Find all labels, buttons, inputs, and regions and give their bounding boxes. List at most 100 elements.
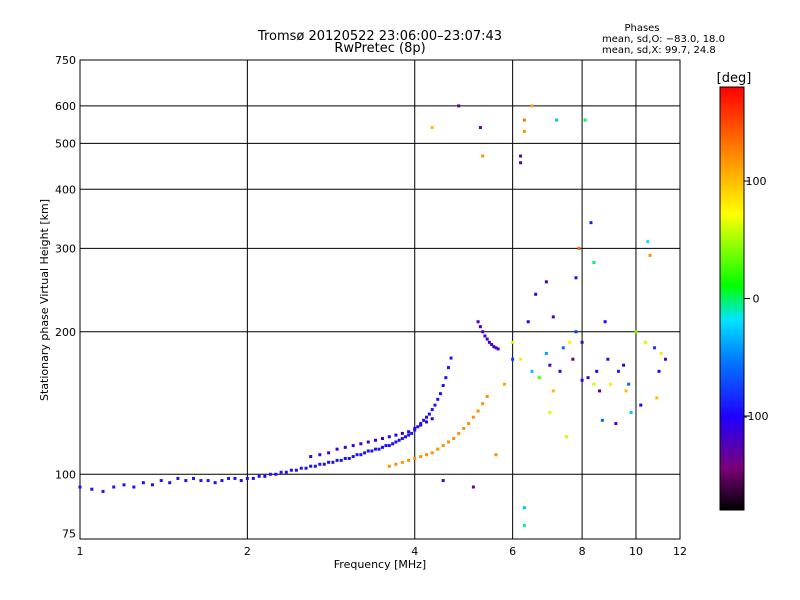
data-point [502, 382, 506, 386]
data-point [394, 440, 398, 444]
data-point [627, 382, 631, 386]
data-point [430, 417, 434, 421]
data-point [422, 418, 426, 422]
data-point [322, 462, 326, 466]
x-tick-label: 12 [673, 545, 687, 558]
data-point [600, 418, 604, 422]
data-point [413, 456, 417, 460]
data-point [327, 460, 331, 464]
data-point [481, 402, 485, 406]
data-point [565, 435, 569, 439]
data-point [427, 412, 431, 416]
data-point [263, 474, 267, 478]
data-point [366, 449, 370, 453]
x-tick-label: 4 [411, 545, 418, 558]
data-point [359, 453, 363, 457]
data-point [279, 470, 283, 474]
data-point [622, 363, 626, 367]
data-point [430, 126, 434, 130]
colorbar-tick-label: -100 [744, 410, 769, 423]
data-point [436, 397, 440, 401]
data-point [380, 437, 384, 441]
data-point [467, 422, 471, 426]
colorbar-tick-label: 100 [746, 175, 767, 188]
data-point [629, 411, 633, 415]
data-point [471, 485, 475, 489]
data-point [407, 433, 411, 437]
data-point [335, 458, 339, 462]
y-tick-label: 300 [55, 242, 76, 255]
data-point [462, 426, 466, 430]
data-point [141, 481, 145, 485]
data-point [289, 468, 293, 472]
data-point [555, 118, 559, 122]
data-point [380, 445, 384, 449]
data-point [457, 431, 461, 435]
chart-subtitle: RwPretec (8p) [334, 41, 425, 56]
data-point [634, 330, 638, 334]
x-tick-label: 8 [579, 545, 586, 558]
data-point [586, 376, 590, 380]
data-point [544, 280, 548, 284]
data-point [583, 118, 587, 122]
data-point [112, 485, 116, 489]
y-axis-ticks: 75 100 200 300 400 500 600 750 [55, 54, 76, 540]
data-point [433, 403, 437, 407]
data-point [176, 476, 180, 480]
data-point [657, 369, 661, 373]
data-point [548, 363, 552, 367]
data-point [471, 415, 475, 419]
data-point [478, 126, 482, 130]
data-point [522, 118, 526, 122]
data-point [335, 447, 339, 451]
data-point [400, 460, 404, 464]
data-point [519, 154, 523, 158]
data-point [373, 438, 377, 442]
data-point [430, 408, 434, 412]
data-point [598, 389, 602, 393]
data-point [483, 334, 487, 338]
data-point [659, 351, 663, 355]
data-point [413, 428, 417, 432]
data-point [571, 357, 575, 361]
data-point [366, 440, 370, 444]
data-point [476, 320, 480, 324]
data-point [589, 221, 593, 225]
x-tick-label: 2 [244, 545, 251, 558]
data-point [199, 479, 203, 483]
x-tick-label: 1 [77, 545, 84, 558]
data-point [441, 479, 445, 483]
data-point [413, 426, 417, 430]
y-axis-label: Stationary phase Virtual Height [km] [38, 199, 51, 401]
data-point [526, 320, 530, 324]
data-point [327, 451, 331, 455]
colorbar-tick-label: 0 [753, 293, 760, 306]
data-point [446, 440, 450, 444]
data-point [476, 409, 480, 413]
phases-title: Phases [624, 23, 659, 34]
data-point [449, 356, 453, 360]
colorbar-label: [deg] [717, 71, 752, 86]
data-point [122, 483, 126, 487]
data-point [309, 455, 313, 459]
plot-frame [79, 59, 681, 540]
data-point [387, 435, 391, 439]
data-point [551, 315, 555, 319]
data-point [343, 456, 347, 460]
data-point [530, 104, 534, 108]
data-point [639, 403, 643, 407]
data-point [648, 253, 652, 257]
data-point [370, 449, 374, 453]
data-point [284, 470, 288, 474]
data-point [397, 438, 401, 442]
data-point [561, 346, 565, 350]
y-tick-label: 200 [55, 326, 76, 339]
data-point [299, 466, 303, 470]
data-point [496, 347, 500, 351]
data-point [616, 369, 620, 373]
y-tick-label: 100 [55, 468, 76, 481]
data-point [304, 466, 308, 470]
data-point [387, 444, 391, 448]
data-point [522, 506, 526, 510]
